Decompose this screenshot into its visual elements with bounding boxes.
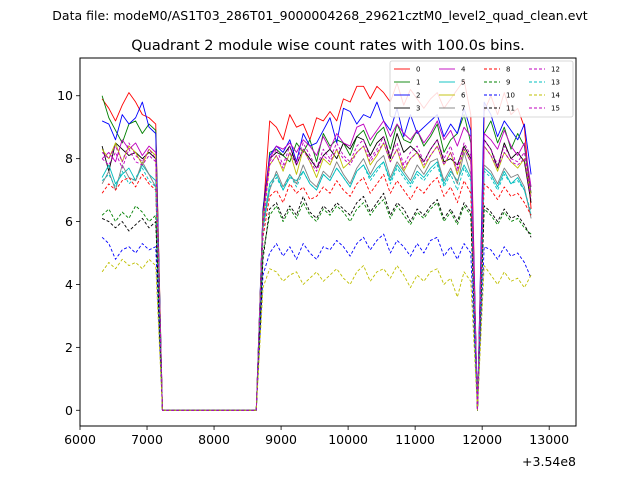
legend-label-14: 14 bbox=[551, 92, 560, 100]
y-tick-label: 6 bbox=[65, 214, 73, 229]
series-lines bbox=[101, 79, 532, 411]
x-tick-label: 10000 bbox=[328, 432, 368, 447]
plot-area-frame bbox=[79, 57, 577, 427]
series-line-9 bbox=[101, 199, 532, 411]
x-axis: 6000 7000 8000 9000 10000 11000 12000 13000 bbox=[64, 426, 569, 447]
series-line-13 bbox=[101, 161, 532, 411]
legend-label-2: 2 bbox=[416, 92, 420, 100]
legend-label-3: 3 bbox=[416, 105, 420, 113]
legend-label-4: 4 bbox=[461, 66, 466, 74]
x-tick-label: 6000 bbox=[64, 432, 96, 447]
y-tick-label: 4 bbox=[65, 277, 73, 292]
legend-label-8: 8 bbox=[506, 66, 510, 74]
legend-label-9: 9 bbox=[506, 79, 510, 87]
x-tick-label: 8000 bbox=[198, 432, 230, 447]
y-tick-label: 0 bbox=[65, 403, 73, 418]
legend-label-1: 1 bbox=[416, 79, 420, 87]
legend-label-0: 0 bbox=[416, 66, 420, 74]
y-axis: 0 2 4 6 8 10 bbox=[57, 88, 80, 418]
x-axis-offset-label: +3.54e8 bbox=[522, 454, 576, 469]
y-tick-label: 8 bbox=[65, 151, 73, 166]
x-tick-label: 7000 bbox=[131, 432, 163, 447]
legend-label-15: 15 bbox=[551, 105, 560, 113]
x-tick-label: 13000 bbox=[529, 432, 569, 447]
x-tick-label: 9000 bbox=[265, 432, 297, 447]
legend-label-11: 11 bbox=[506, 105, 515, 113]
series-line-14 bbox=[101, 258, 532, 411]
figure-suptitle: Data file: modeM0/AS1T03_286T01_90000042… bbox=[52, 8, 587, 23]
x-tick-label: 12000 bbox=[462, 432, 502, 447]
legend-label-13: 13 bbox=[551, 79, 560, 87]
chart-title: Quadrant 2 module wise count rates with … bbox=[131, 38, 525, 54]
y-tick-label: 2 bbox=[65, 340, 73, 355]
legend-label-6: 6 bbox=[461, 92, 466, 100]
x-tick-label: 11000 bbox=[395, 432, 435, 447]
legend-label-12: 12 bbox=[551, 66, 560, 74]
legend-label-7: 7 bbox=[461, 105, 465, 113]
legend-label-10: 10 bbox=[506, 92, 515, 100]
legend-label-5: 5 bbox=[461, 79, 465, 87]
y-tick-label: 10 bbox=[57, 88, 73, 103]
legend-box bbox=[389, 60, 574, 118]
series-line-15 bbox=[101, 142, 532, 411]
